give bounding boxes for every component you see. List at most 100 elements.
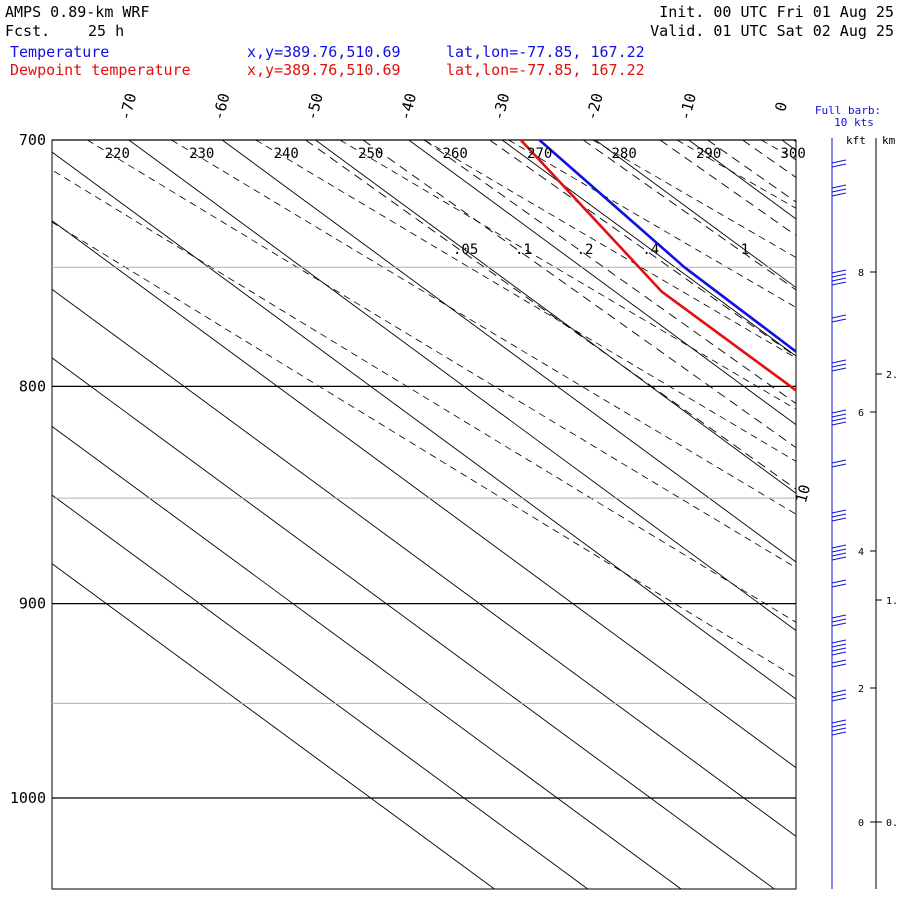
wind-barb-feather: [831, 693, 847, 698]
legend-dewpoint-latlon: lat,lon=-77.85, 167.22: [446, 61, 645, 79]
dry-adiabat-line: [676, 140, 796, 209]
wind-panel: Full barb:10 kts kft km 0 2 4 6 8 0. 1. 2.: [815, 104, 898, 889]
isotherm-line: [688, 140, 796, 220]
wind-barb-feather: [831, 579, 847, 584]
isotherm-line: [52, 151, 796, 700]
wind-barb-feather: [831, 647, 847, 652]
temperature-tick: -10: [676, 91, 700, 122]
pressure-tick-1000: 1000: [10, 789, 46, 807]
kft-tick-label: 8: [858, 268, 864, 279]
wind-barb-feather: [831, 544, 847, 549]
mixing-ratio-line: [489, 140, 796, 358]
mixing-ratio-label: .05: [453, 242, 478, 258]
dry-adiabat-line: [52, 221, 796, 678]
legend-temperature-coords: x,y=389.76,510.69: [247, 43, 401, 61]
isotherm-line: [52, 357, 775, 889]
mixing-ratio-line: [424, 140, 796, 405]
pressure-tick-800: 800: [19, 377, 46, 395]
mixing-ratio-label: .1: [515, 242, 532, 258]
valid-time: Valid. 01 UTC Sat 02 Aug 25: [650, 22, 894, 40]
kft-tick-label: 6: [858, 408, 864, 419]
kft-tick-label: 0: [858, 818, 864, 829]
wind-barb-feather: [831, 413, 847, 418]
kft-tick-label: 2: [858, 684, 864, 695]
sounding-profiles: [519, 140, 796, 393]
barb-value: 10 kts: [834, 116, 874, 129]
dry-adiabat-line: [508, 140, 796, 308]
isotherm-line: [128, 140, 796, 632]
wind-barb-feather: [831, 659, 847, 664]
dry-adiabat-line: [846, 140, 900, 884]
thermodynamic-grid: .05 .1 .2 .4 1 2 3 4 6: [52, 140, 900, 889]
wind-barb-feather: [831, 281, 847, 286]
temperature-tick: -30: [489, 91, 513, 122]
isotherm-line: [221, 140, 796, 563]
wind-barb-feather: [831, 552, 847, 557]
mixing-ratio-line: [707, 140, 796, 203]
temperature-tick: 0: [771, 100, 791, 113]
wind-barb-feather: [831, 367, 847, 372]
wind-barb-feather: [831, 318, 847, 323]
km-label: km: [882, 134, 896, 147]
legend-temperature-label: Temperature: [10, 43, 110, 61]
wind-barb-feather: [831, 314, 847, 319]
wind-barb-feather: [831, 517, 847, 522]
wind-barb-feather: [831, 614, 847, 619]
forecast-hour: 25 h: [88, 22, 125, 40]
isotherm-line: [875, 140, 900, 889]
forecast-label: Fcst.: [5, 22, 51, 40]
wind-barb-feather: [831, 509, 847, 514]
dry-adiabat-line: [255, 140, 796, 462]
theta-label: 220: [105, 146, 130, 162]
temperature-profile: [538, 140, 796, 354]
km-tick-label: 0.: [886, 818, 898, 829]
header: AMPS 0.89-km WRF Fcst. 25 h Init. 00 UTC…: [0, 0, 900, 90]
wind-barb-feather: [831, 159, 847, 164]
dry-adiabat-line: [171, 140, 796, 515]
wind-barb-feather: [831, 463, 847, 468]
wind-barb-feather: [831, 273, 847, 278]
barb-note: Full barb:: [815, 104, 881, 117]
wind-barb-feather: [831, 513, 847, 518]
wind-barb-feather: [831, 363, 847, 368]
dry-adiabat-line: [761, 140, 796, 161]
wind-barb-feather: [831, 459, 847, 464]
mixing-ratio-label: .4: [642, 242, 659, 258]
theta-label: 260: [443, 146, 468, 162]
km-tick-label: 2.: [886, 370, 898, 381]
kft-tick-label: 4: [858, 547, 864, 558]
mixing-ratio-label: .2: [577, 242, 594, 258]
isotherm-line: [52, 288, 796, 837]
legend-dewpoint-label: Dewpoint temperature: [10, 61, 191, 79]
wind-barb-feather: [831, 163, 847, 168]
theta-label: 290: [696, 146, 721, 162]
dry-adiabat-line: [87, 140, 796, 569]
model-title: AMPS 0.89-km WRF: [5, 3, 150, 21]
pressure-tick-700: 700: [19, 131, 46, 149]
axis-labels: 700 800 900 1000 220 230 240 250 260 270 280 290 300…: [10, 91, 814, 807]
km-tick-label: 1.: [886, 596, 898, 607]
legend-temperature-latlon: lat,lon=-77.85, 167.22: [446, 43, 645, 61]
pressure-tick-900: 900: [19, 595, 46, 613]
plot-frame: [51, 139, 797, 890]
kft-label: kft: [846, 134, 866, 147]
wind-barb-feather: [831, 618, 847, 623]
temperature-tick: -50: [302, 91, 326, 122]
wind-barb-feather: [831, 727, 847, 732]
wind-barb-feather: [831, 731, 847, 736]
mixing-ratio-label: 3: [866, 242, 874, 258]
wind-barb-feather: [831, 359, 847, 364]
wind-barb-feather: [831, 643, 847, 648]
temperature-tick: -70: [116, 91, 140, 122]
theta-label: 230: [189, 146, 214, 162]
dry-adiabat-line: [424, 140, 796, 359]
wind-barb-feather: [831, 663, 847, 668]
temperature-tick-edge: 10: [792, 483, 814, 505]
wind-barb-feather: [831, 583, 847, 588]
wind-barb-feather: [831, 723, 847, 728]
wind-barb-feather: [831, 409, 847, 414]
temperature-tick: -60: [209, 91, 233, 122]
wind-barb-feather: [831, 269, 847, 274]
isotherm-line: [52, 425, 682, 889]
